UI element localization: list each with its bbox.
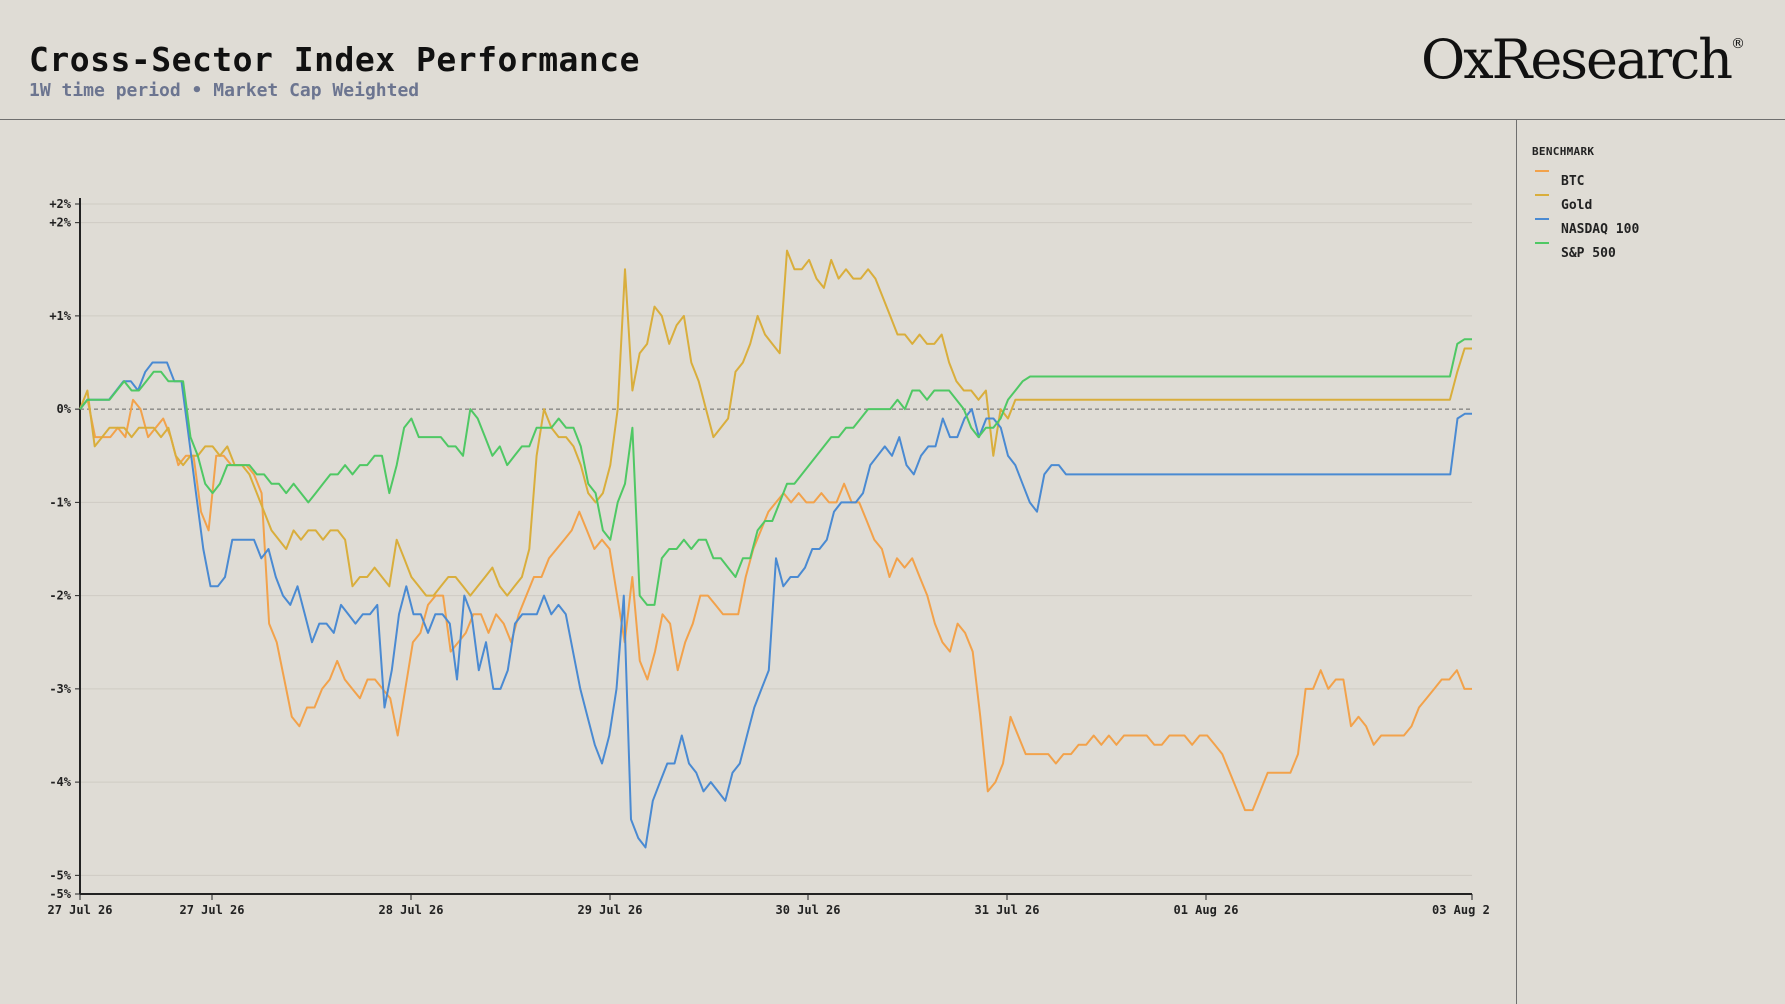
legend-title: BENCHMARK (1532, 145, 1595, 158)
legend-swatch-nasdaq (1535, 218, 1549, 220)
legend-label-btc: BTC (1561, 174, 1585, 189)
series-line-gold (79, 249, 1472, 597)
y-tick-label: -3% (49, 682, 71, 696)
legend-label-gold: Gold (1561, 198, 1593, 213)
line-chart: +2% +2% +1% 0% -1% -2% -3% -4% -5% -5% 27 Jul 26 27… (47, 197, 1490, 917)
x-tick-label: 03 Aug 2 (1432, 903, 1490, 917)
legend-panel: BENCHMARK BTC Gold NASDAQ 100 S&P 500 (1516, 120, 1785, 1004)
x-tick-label: 27 Jul 26 (47, 903, 112, 917)
legend-label-sp500: S&P 500 (1561, 246, 1616, 261)
series-line-btc (79, 398, 1472, 812)
legend-label-nasdaq: NASDAQ 100 (1561, 222, 1640, 237)
y-tick-label: -4% (49, 775, 71, 789)
page-title: Cross-Sector Index Performance (29, 40, 641, 79)
x-tick-label: 27 Jul 26 (179, 903, 244, 917)
y-tick-label: -5% (49, 868, 71, 882)
registered-mark: ® (1731, 36, 1745, 52)
header: Cross-Sector Index Performance 1W time p… (0, 0, 1785, 120)
brand-logo-text: OxResearch (1420, 28, 1733, 91)
y-tick-label: 0% (57, 402, 72, 416)
y-tick-label: +2% (49, 216, 71, 230)
series-line-nasdaq-100 (79, 361, 1472, 849)
x-tick-label: 29 Jul 26 (577, 903, 642, 917)
y-tick-label: -1% (49, 495, 71, 509)
y-tick-label: -5% (49, 887, 71, 901)
series-line-s-p-500 (79, 338, 1472, 606)
legend-swatch-btc (1535, 170, 1549, 172)
y-tick-label: +1% (49, 309, 71, 323)
page-subtitle: 1W time period • Market Cap Weighted (29, 80, 420, 101)
legend-swatch-sp500 (1535, 242, 1549, 244)
brand-logo: OxResearch® (1421, 28, 1745, 91)
x-tick-label: 01 Aug 26 (1173, 903, 1238, 917)
x-tick-label: 31 Jul 26 (974, 903, 1039, 917)
y-tick-label: -2% (49, 589, 71, 603)
legend-swatch-gold (1535, 194, 1549, 196)
x-tick-label: 28 Jul 26 (378, 903, 443, 917)
x-tick-label: 30 Jul 26 (775, 903, 840, 917)
y-tick-label: +2% (49, 197, 71, 211)
